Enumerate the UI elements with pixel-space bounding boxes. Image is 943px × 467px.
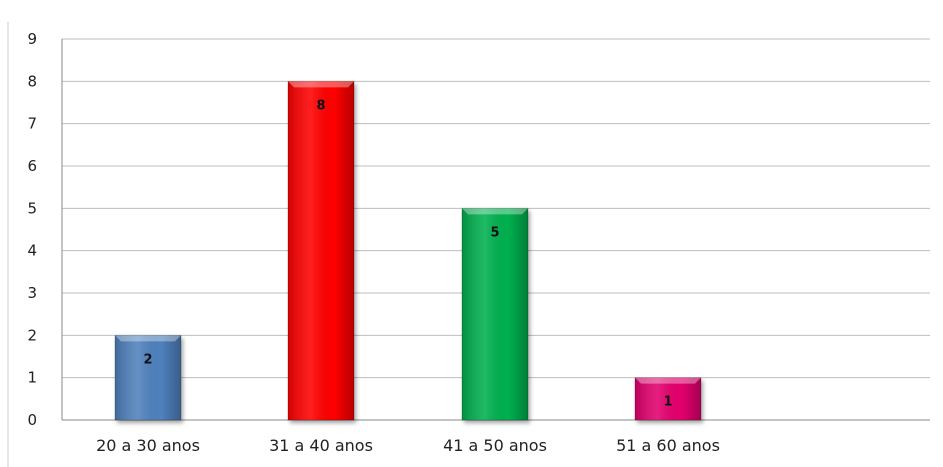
x-category-label: 31 a 40 anos — [269, 436, 373, 455]
bar-data-label: 5 — [490, 225, 499, 240]
bar-shading — [288, 81, 354, 420]
y-tick-label: 1 — [27, 369, 37, 387]
y-tick-label: 5 — [27, 199, 37, 217]
x-category-label: 41 a 50 anos — [443, 436, 547, 455]
bar-bevel — [115, 335, 181, 342]
bar-group: 2 — [114, 334, 182, 421]
bar-data-label: 1 — [663, 395, 672, 410]
bar-data-label: 2 — [143, 352, 152, 367]
x-axis-categories: 20 a 30 anos 31 a 40 anos 41 a 50 anos 51 a… — [96, 436, 720, 455]
x-category-label: 20 a 30 anos — [96, 436, 200, 455]
bar-shading — [462, 208, 528, 420]
bar-bevel — [288, 81, 354, 88]
bar-group: 8 — [287, 80, 355, 421]
y-tick-label: 4 — [27, 242, 37, 260]
bar-bevel — [462, 208, 528, 215]
bar-group: 1 — [634, 377, 702, 421]
y-tick-label: 2 — [27, 326, 37, 344]
y-tick-label: 6 — [27, 157, 37, 175]
y-tick-label: 8 — [27, 72, 37, 90]
y-axis-ticks: 0 1 2 3 4 5 6 7 8 9 — [27, 30, 37, 429]
y-tick-label: 0 — [27, 411, 37, 429]
y-tick-label: 3 — [27, 284, 37, 302]
y-tick-label: 9 — [27, 30, 37, 48]
bars: 2 8 5 1 — [114, 80, 702, 421]
y-tick-label: 7 — [27, 115, 37, 133]
bar-group: 5 — [461, 207, 529, 421]
bar-shading — [115, 335, 181, 420]
bar-data-label: 8 — [316, 98, 325, 113]
bar-bevel — [635, 377, 701, 384]
bar-shading — [635, 377, 701, 420]
x-category-label: 51 a 60 anos — [616, 436, 720, 455]
